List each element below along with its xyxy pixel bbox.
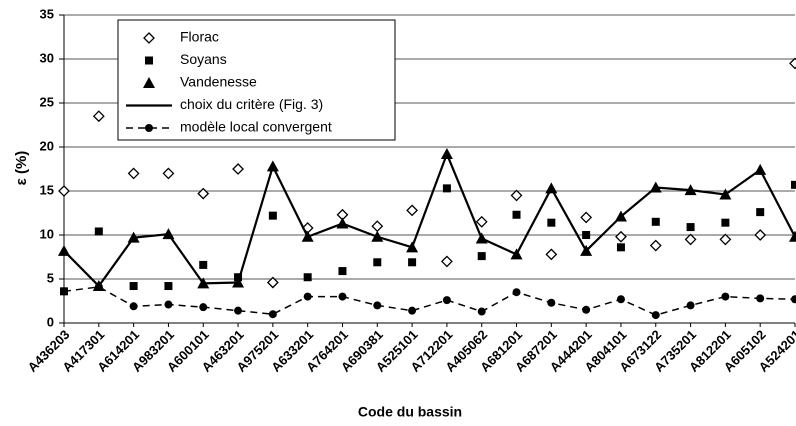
data-point — [719, 233, 732, 246]
legend-symbol — [145, 56, 153, 65]
data-point — [442, 184, 451, 193]
data-point — [510, 189, 523, 202]
data-point — [94, 227, 103, 236]
data-point — [268, 211, 277, 220]
data-point — [338, 292, 347, 301]
data-point — [547, 218, 556, 227]
data-point — [582, 305, 591, 314]
data-point — [199, 303, 208, 312]
data-point — [127, 167, 140, 180]
data-point — [545, 248, 558, 261]
data-point — [129, 302, 138, 311]
y-tick-label: 35 — [40, 6, 54, 21]
data-point — [512, 288, 521, 297]
data-point — [686, 223, 695, 232]
data-point — [512, 210, 521, 219]
data-point — [164, 300, 173, 309]
y-tick-label: 0 — [47, 314, 54, 329]
series-line — [63, 286, 796, 316]
data-point — [649, 239, 662, 252]
data-point — [408, 258, 417, 267]
data-point — [721, 218, 730, 227]
data-point — [477, 252, 486, 261]
data-point — [791, 180, 796, 189]
y-tick-label: 25 — [40, 94, 54, 109]
y-tick-label: 5 — [47, 270, 54, 285]
data-point — [651, 217, 660, 226]
data-point — [60, 287, 68, 296]
data-point — [92, 110, 105, 123]
data-point — [475, 215, 488, 228]
data-point — [580, 211, 593, 224]
data-point — [651, 311, 660, 320]
data-point — [197, 187, 210, 200]
data-point — [684, 233, 697, 246]
data-point — [582, 231, 591, 239]
data-point — [408, 306, 417, 315]
legend-box — [117, 19, 396, 141]
data-point — [789, 57, 796, 70]
data-point — [266, 276, 279, 289]
data-point — [686, 301, 695, 310]
data-point — [616, 243, 625, 252]
data-point — [234, 306, 243, 315]
legend-label: Soyans — [180, 51, 227, 67]
data-point — [162, 167, 175, 180]
data-point — [373, 301, 382, 310]
data-point — [756, 208, 765, 217]
legend-symbol — [145, 124, 153, 132]
series-line — [63, 151, 796, 288]
legend-label: Florac — [180, 29, 219, 45]
data-point — [373, 258, 382, 267]
data-point — [268, 310, 277, 319]
data-point — [615, 230, 627, 243]
data-point — [303, 273, 312, 282]
data-point — [756, 294, 765, 303]
data-point — [164, 282, 173, 291]
data-point — [58, 185, 70, 197]
y-tick-label: 10 — [40, 226, 54, 241]
legend-symbol — [143, 77, 155, 88]
data-point — [791, 295, 796, 304]
data-point — [440, 255, 453, 268]
legend-symbol — [143, 32, 155, 44]
legend-label: modèle local convergent — [180, 119, 332, 135]
data-point — [406, 204, 419, 217]
y-axis-label: ε (%) — [13, 151, 30, 186]
data-point — [232, 163, 244, 175]
data-point — [547, 298, 556, 307]
legend-label: choix du critère (Fig. 3) — [180, 96, 323, 112]
data-point — [754, 229, 767, 241]
data-point — [303, 292, 312, 301]
data-point — [442, 296, 451, 305]
data-point — [199, 260, 208, 269]
data-point — [371, 220, 384, 233]
data-point — [721, 292, 730, 301]
y-tick-label: 20 — [40, 138, 54, 153]
y-tick-label: 30 — [40, 50, 54, 65]
y-tick-label: 15 — [40, 182, 54, 197]
data-point — [129, 282, 138, 291]
data-point — [94, 282, 103, 291]
data-point — [338, 267, 347, 276]
legend-label: Vandenesse — [180, 74, 257, 90]
x-axis-label: Code du bassin — [358, 404, 462, 420]
data-point — [616, 295, 625, 304]
data-point — [477, 307, 486, 316]
legend: Florac Soyans Vandenesse choix du critère (… — [117, 19, 396, 141]
